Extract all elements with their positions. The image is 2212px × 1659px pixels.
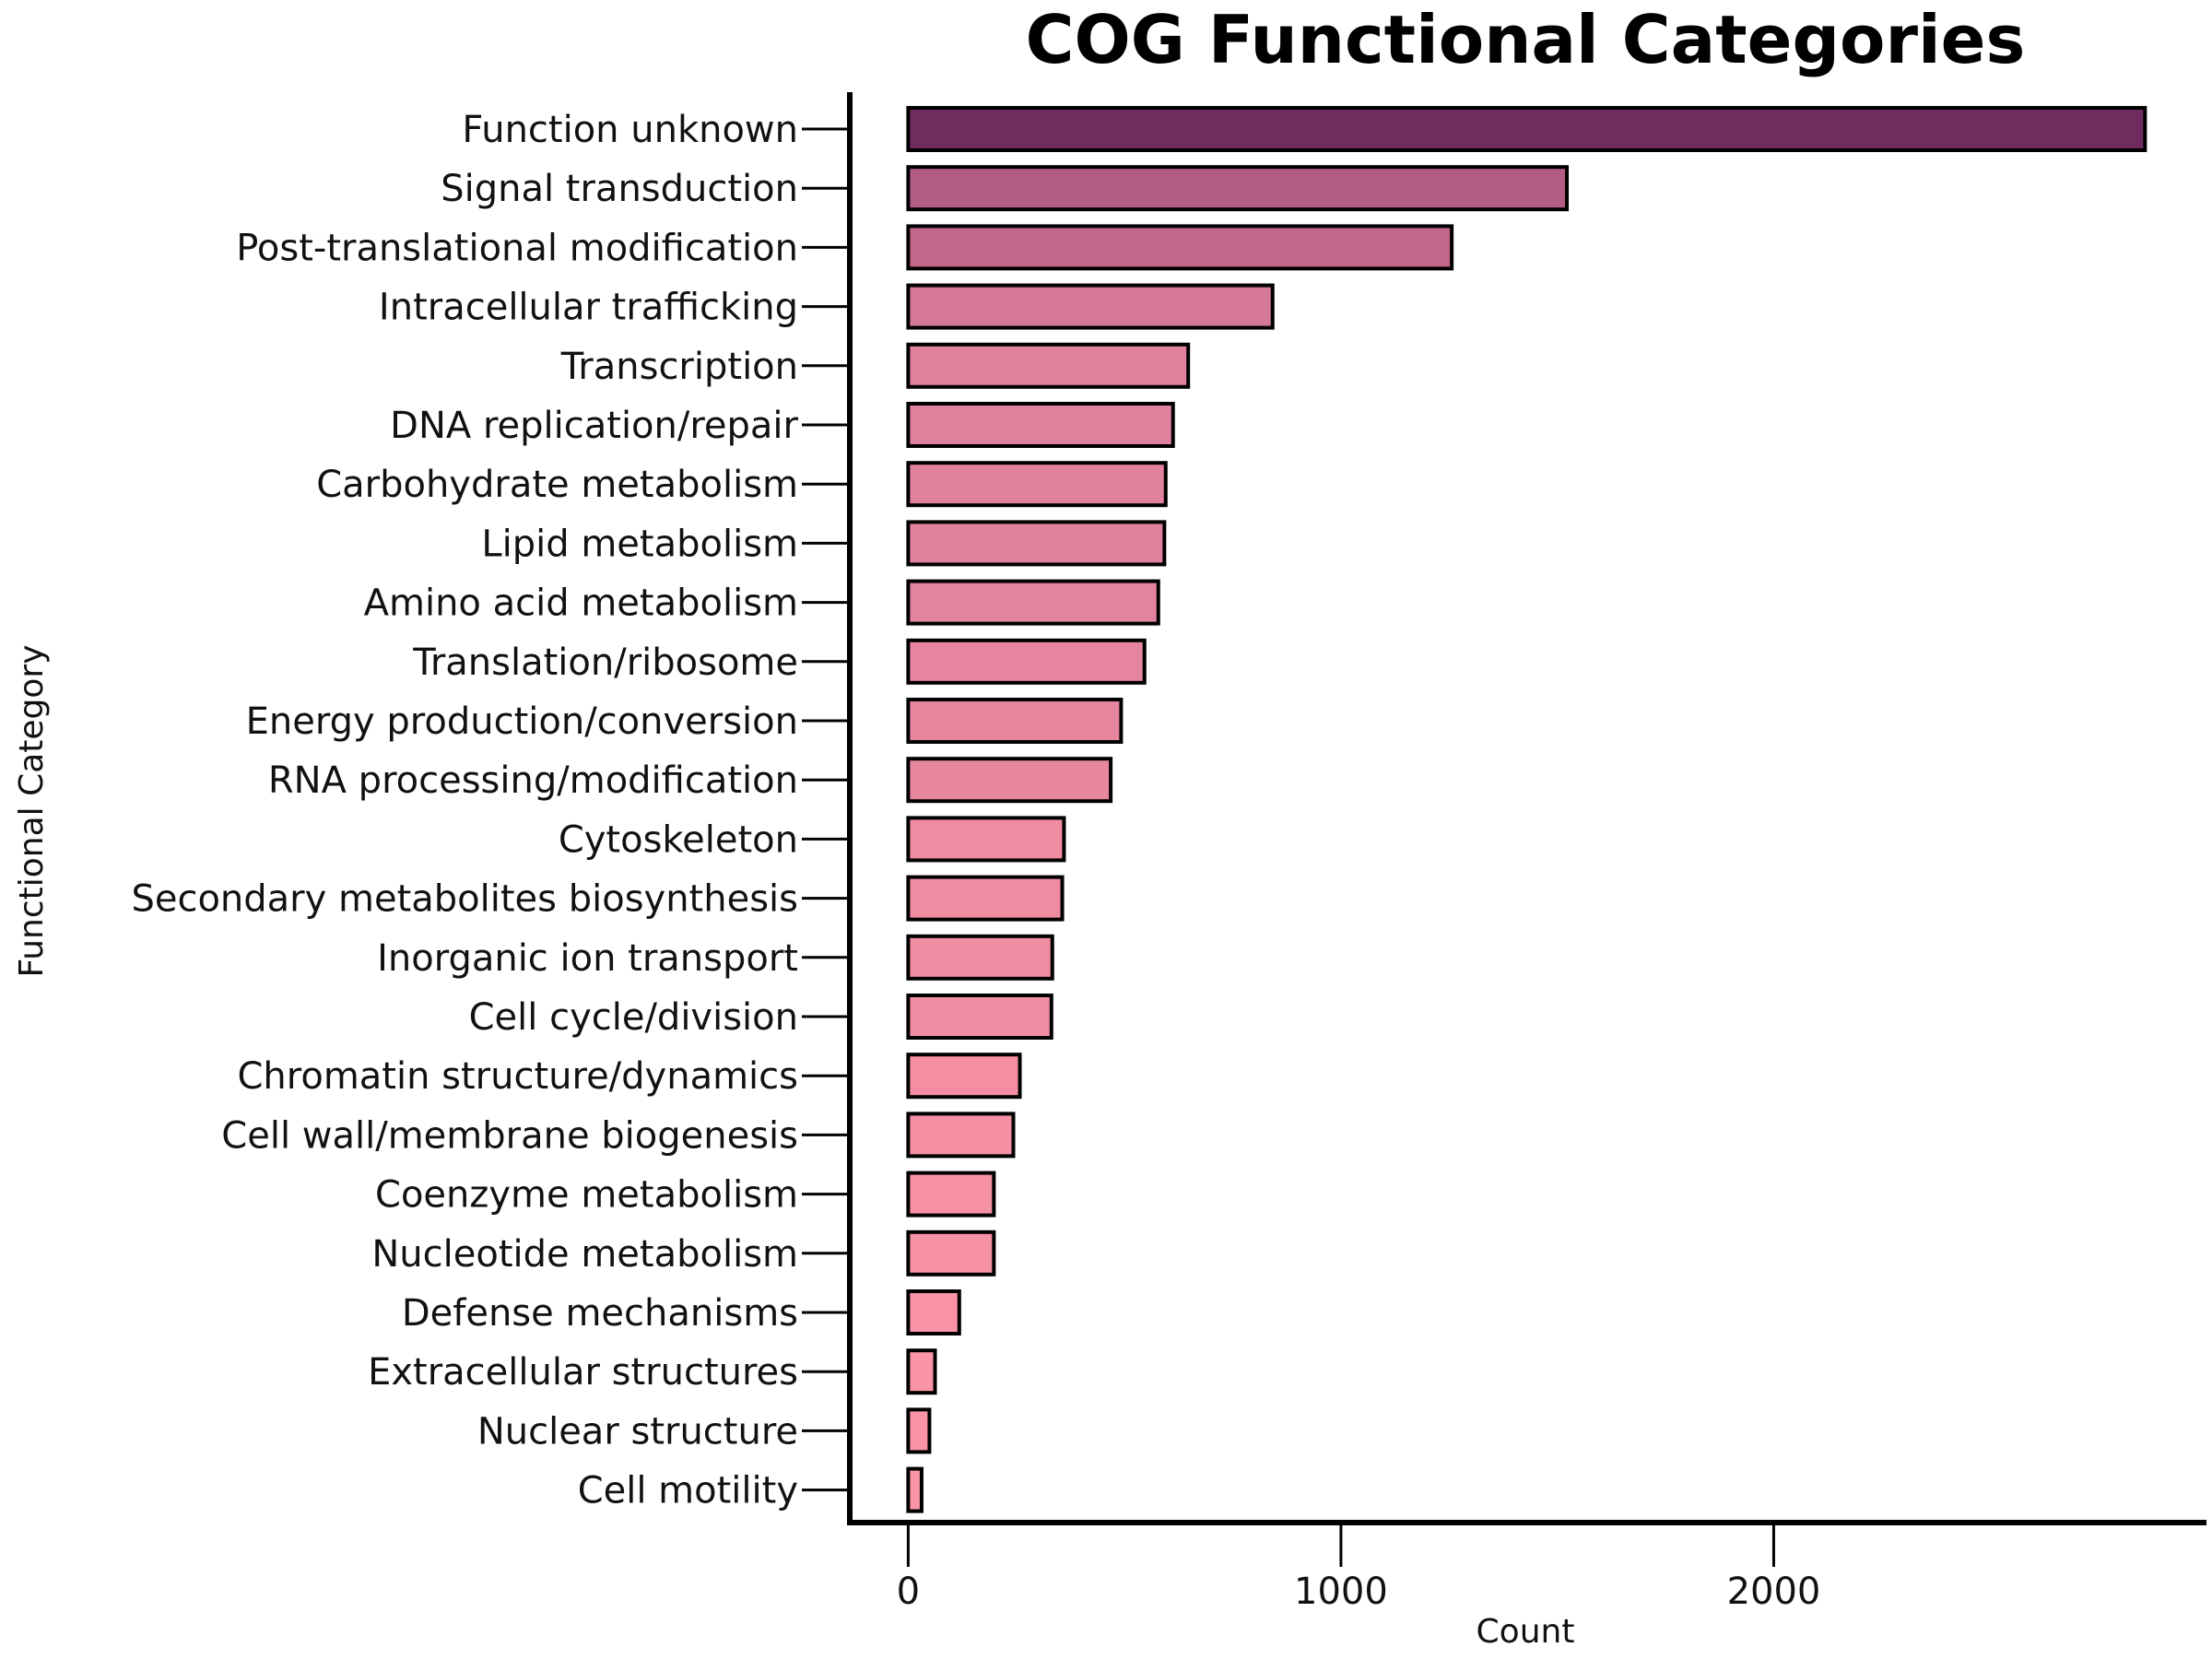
bar-10	[906, 698, 1124, 744]
x-tick-label-0: 0	[897, 1571, 920, 1613]
bar-0	[906, 106, 2147, 152]
category-label-19: Nucleotide metabolism	[371, 1233, 798, 1276]
bar-12	[906, 816, 1066, 863]
x-axis-ticks: 0 1000 2000	[897, 1523, 1821, 1613]
category-label-11: RNA processing/modification	[268, 759, 798, 802]
bar-18	[906, 1171, 996, 1218]
category-label-0: Function unknown	[462, 109, 798, 151]
bar-14	[906, 934, 1054, 981]
category-label-23: Cell motility	[578, 1470, 798, 1512]
bar-4	[906, 342, 1191, 389]
category-label-10: Energy production/conversion	[246, 700, 798, 743]
category-labels: Function unknown Signal transduction Post-…	[131, 109, 850, 1512]
bar-6	[906, 461, 1168, 508]
category-label-16: Chromatin structure/dynamics	[238, 1055, 799, 1098]
category-label-2: Post-translational modification	[236, 227, 798, 269]
category-label-21: Extracellular structures	[368, 1351, 798, 1394]
bar-7	[906, 520, 1167, 567]
bars-group	[906, 106, 2147, 1513]
x-axis-label: Count	[1477, 1613, 1575, 1651]
category-label-15: Cell cycle/division	[469, 996, 798, 1039]
category-label-5: DNA replication/repair	[390, 405, 798, 447]
category-label-3: Intracellular trafficking	[379, 287, 798, 329]
category-label-13: Secondary metabolites biosynthesis	[131, 878, 798, 921]
y-axis-label: Functional Category	[13, 644, 51, 977]
category-label-9: Translation/ribosome	[412, 641, 798, 684]
category-label-8: Amino acid metabolism	[364, 582, 798, 625]
category-label-12: Cytoskeleton	[559, 818, 798, 861]
category-label-22: Nuclear structure	[477, 1410, 798, 1453]
bar-19	[906, 1230, 996, 1277]
bar-2	[906, 224, 1454, 271]
chart-title: COG Functional Categories	[1026, 1, 2026, 78]
category-label-18: Coenzyme metabolism	[375, 1174, 798, 1217]
category-label-20: Defense mechanisms	[402, 1292, 798, 1335]
bar-22	[906, 1407, 932, 1454]
x-tick-label-2: 2000	[1727, 1571, 1821, 1613]
bar-20	[906, 1289, 961, 1335]
bar-13	[906, 875, 1065, 922]
category-label-1: Signal transduction	[441, 168, 798, 210]
bar-5	[906, 402, 1175, 448]
bar-23	[906, 1466, 924, 1513]
bar-21	[906, 1348, 937, 1395]
bar-9	[906, 638, 1147, 685]
category-label-4: Transcription	[560, 346, 798, 388]
bar-1	[906, 165, 1570, 212]
x-tick-label-1: 1000	[1294, 1571, 1388, 1613]
bar-3	[906, 283, 1275, 330]
bar-11	[906, 757, 1113, 804]
bar-15	[906, 994, 1053, 1040]
category-label-7: Lipid metabolism	[481, 523, 798, 565]
bar-8	[906, 579, 1160, 626]
bar-16	[906, 1053, 1022, 1100]
category-label-6: Carbohydrate metabolism	[316, 464, 798, 506]
bar-17	[906, 1112, 1016, 1159]
category-label-14: Inorganic ion transport	[377, 937, 798, 980]
category-label-17: Cell wall/membrane biogenesis	[221, 1114, 798, 1157]
